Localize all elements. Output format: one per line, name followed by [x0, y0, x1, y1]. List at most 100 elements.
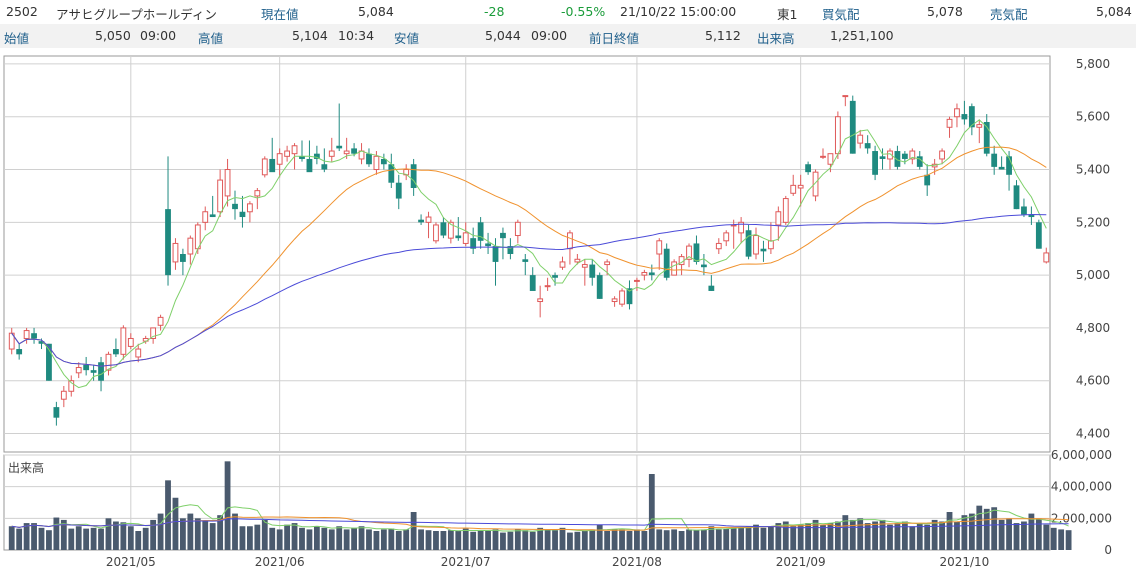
volume-bar	[686, 529, 692, 550]
candle	[425, 211, 432, 239]
volume-bar	[998, 519, 1005, 550]
volume-bar	[172, 497, 179, 550]
candle	[395, 174, 402, 210]
candle-body	[552, 275, 558, 278]
candle	[1006, 151, 1012, 191]
candle	[403, 164, 410, 181]
candle	[31, 327, 37, 344]
candle-body	[388, 164, 395, 183]
candle	[1043, 247, 1050, 264]
candle	[916, 151, 923, 170]
candle	[366, 148, 372, 167]
candle	[879, 148, 886, 170]
low-label: 安値	[394, 31, 420, 46]
candle-body	[723, 232, 730, 242]
candle	[180, 248, 186, 276]
volume-bar	[380, 529, 387, 550]
ma-short-line	[11, 119, 1047, 389]
candle-body	[306, 158, 313, 173]
volume-bar	[812, 519, 819, 550]
candle-body	[187, 237, 194, 255]
candle-body	[113, 349, 119, 355]
volume-bar	[849, 519, 856, 550]
candle-body	[760, 248, 767, 252]
candle	[946, 116, 953, 138]
candle-body	[842, 95, 849, 98]
volume-bar	[306, 529, 313, 550]
volume-bar	[634, 529, 640, 550]
candle-body	[380, 158, 387, 165]
candle	[358, 143, 365, 165]
price-tick-label: 5,600	[1076, 110, 1110, 124]
candle	[619, 288, 625, 307]
candle	[775, 206, 782, 241]
candle-body	[447, 221, 454, 239]
candle-body	[395, 182, 402, 199]
candle-body	[619, 290, 625, 305]
volume-ma-short-line	[11, 504, 1069, 532]
candle-body	[961, 114, 968, 120]
volume-bar	[46, 530, 52, 550]
volume-bar	[745, 526, 752, 550]
volume-bar	[1006, 518, 1012, 550]
candle-body	[127, 337, 134, 347]
month-tick-label: 2021/10	[939, 555, 989, 569]
stock-name: アサヒグループホールディン	[56, 7, 217, 22]
candle	[83, 356, 90, 376]
price-change: -28	[484, 4, 505, 19]
candle-body	[924, 174, 931, 186]
volume-bar	[127, 526, 134, 550]
volume-bar	[75, 526, 82, 550]
candle-body	[254, 190, 261, 197]
volume-bar	[671, 529, 678, 550]
volume-bar	[500, 532, 506, 550]
volume-bar	[701, 529, 707, 550]
volume-bar	[1043, 524, 1050, 550]
candle-body	[909, 150, 916, 160]
volume-bar	[447, 530, 454, 550]
candle	[589, 259, 596, 286]
candle-body	[775, 211, 782, 226]
volume-bar	[797, 524, 804, 550]
candle	[23, 327, 30, 344]
volume-bar	[678, 531, 685, 550]
prev-close-label: 前日終値	[589, 31, 640, 46]
candle	[113, 338, 119, 357]
candle	[894, 145, 901, 170]
candle	[849, 95, 856, 154]
candle	[827, 153, 834, 173]
candle	[239, 195, 246, 228]
volume-bar	[559, 527, 566, 550]
volume-bar	[388, 528, 395, 550]
volume-bar	[328, 529, 335, 550]
volume-bar	[574, 531, 581, 550]
candle-body	[455, 235, 462, 239]
candle	[500, 227, 506, 260]
candle	[857, 129, 864, 149]
candle-body	[239, 211, 246, 218]
candle-body	[217, 179, 224, 213]
candle	[656, 238, 663, 270]
candle-body	[887, 150, 893, 160]
candle-body	[172, 242, 179, 263]
candle-body	[269, 158, 276, 173]
candle-body	[656, 240, 663, 255]
candle	[954, 103, 960, 128]
candle-body	[157, 316, 164, 326]
price-tick-label: 5,400	[1076, 163, 1110, 177]
candle	[968, 103, 975, 136]
candle	[462, 222, 469, 247]
candle	[872, 145, 878, 181]
candle	[135, 343, 142, 363]
volume-bar	[537, 527, 544, 550]
volume-bar	[693, 530, 700, 550]
volume-bar	[619, 529, 625, 550]
volume-bar	[425, 530, 432, 550]
volume-bar	[715, 529, 722, 550]
candle-body	[23, 330, 30, 339]
volume-bar	[663, 530, 670, 550]
candle-body	[611, 298, 618, 303]
candle-body	[425, 216, 432, 223]
candle-body	[820, 155, 826, 158]
ask-value: 5,084	[1096, 4, 1132, 19]
